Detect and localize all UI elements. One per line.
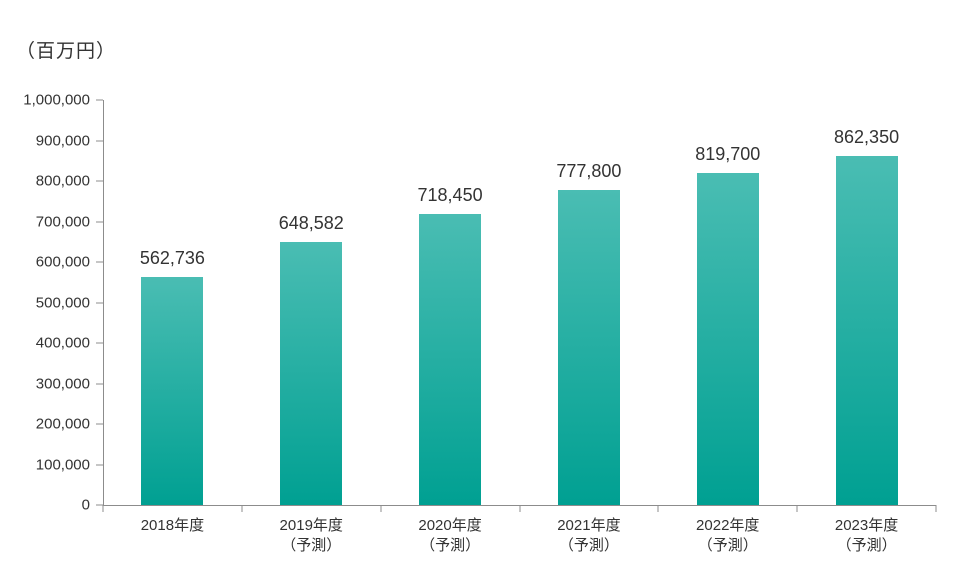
bar-value-label: 777,800 — [556, 161, 622, 181]
y-tick-label: 500,000 — [35, 294, 90, 311]
y-axis-line — [103, 100, 104, 505]
x-category-note: （予測） — [836, 537, 897, 554]
x-category-label: 2020年度 （予測） — [381, 516, 520, 556]
y-tick-label: 0 — [81, 496, 90, 514]
x-category-label: 2021年度 （予測） — [520, 516, 659, 556]
y-axis-unit-label: （百万円） — [16, 41, 117, 62]
y-tick-mark — [96, 342, 103, 344]
bar-cell: 718,450 — [381, 100, 520, 505]
x-tick-mark — [657, 505, 659, 512]
bar — [835, 155, 898, 505]
bar-value-label: 562,736 — [139, 248, 205, 269]
y-tick-mark — [96, 99, 103, 101]
x-category-year: 2021年度 — [557, 517, 621, 534]
y-tick-mark — [96, 261, 103, 263]
x-category-note: （予測） — [420, 537, 481, 554]
x-tick-mark — [102, 505, 104, 512]
x-category-label: 2023年度 （予測） — [797, 516, 936, 556]
y-tick-label: 600,000 — [35, 253, 90, 271]
bar-cell: 819,700 — [658, 100, 797, 505]
x-category-label: 2022年度 （予測） — [658, 516, 797, 556]
bar — [696, 173, 759, 505]
x-category-year: 2023年度 — [834, 517, 899, 534]
x-category-note: （予測） — [558, 537, 619, 554]
x-category-note: （予測） — [697, 537, 758, 554]
x-tick-mark — [241, 505, 243, 512]
y-tick-label: 400,000 — [35, 334, 90, 352]
bar-value-label: 862,350 — [834, 126, 900, 147]
plot-area: 0 100,000 200,000 300,000 400,000 500,000 600,… — [23, 92, 937, 554]
bar — [557, 190, 620, 505]
y-tick-label: 900,000 — [35, 132, 90, 149]
y-tick-label: 1,000,000 — [23, 91, 90, 109]
y-tick-mark — [96, 383, 103, 384]
bar-value-label: 648,582 — [278, 213, 344, 234]
y-tick-mark — [96, 464, 103, 465]
y-tick-mark — [96, 180, 103, 182]
x-category-note: （予測） — [281, 537, 342, 554]
bar — [141, 277, 204, 505]
y-tick-label: 700,000 — [35, 213, 90, 230]
bar-value-label: 718,450 — [417, 185, 483, 206]
bar — [419, 214, 482, 505]
x-tick-mark — [796, 505, 798, 512]
x-category-label: 2018年度 — [103, 516, 242, 536]
y-tick-mark — [96, 423, 103, 425]
x-tick-mark — [519, 505, 520, 512]
x-category-year: 2018年度 — [140, 517, 205, 534]
bar-cell: 862,350 — [797, 100, 936, 505]
y-tick-mark — [96, 221, 103, 222]
y-tick-mark — [96, 504, 103, 506]
y-tick-mark — [96, 302, 103, 303]
y-tick-label: 300,000 — [35, 375, 90, 392]
y-tick-mark — [96, 140, 103, 141]
x-tick-mark — [380, 505, 382, 512]
y-tick-label: 800,000 — [35, 172, 90, 190]
y-tick-label: 200,000 — [35, 415, 90, 433]
y-tick-label: 100,000 — [35, 456, 90, 473]
x-category-year: 2022年度 — [696, 517, 760, 534]
bar-cell: 562,736 — [103, 100, 242, 505]
bar-cell: 648,582 — [242, 100, 381, 505]
x-tick-mark — [935, 505, 937, 512]
x-category-year: 2019年度 — [279, 517, 343, 534]
x-category-year: 2020年度 — [418, 517, 482, 534]
bar-cell: 777,800 — [520, 100, 659, 505]
x-category-label: 2019年度 （予測） — [242, 516, 381, 556]
bar-value-label: 819,700 — [695, 144, 761, 165]
bar — [280, 242, 343, 505]
